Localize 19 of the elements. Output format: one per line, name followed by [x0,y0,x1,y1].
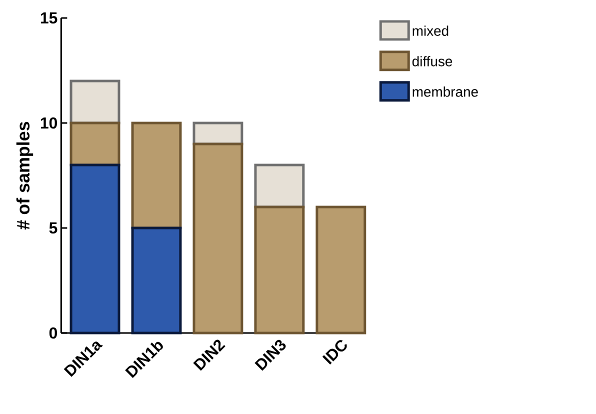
bar [316,206,366,334]
bar [192,122,244,146]
bar [131,226,182,334]
bar [254,164,305,208]
x-tick-label: IDC [322,340,347,365]
legend-label: membrane [412,86,478,97]
bar [70,164,120,334]
legend-label: mixed [412,26,448,36]
y-axis-title: # of samples [16,122,34,230]
y-tick-label: 0 [49,327,58,339]
bar [192,142,244,334]
y-tick-label: 5 [49,222,58,234]
y-tick-label: 10 [40,117,58,129]
bar [70,80,120,124]
bar [254,206,305,334]
bar [70,122,120,166]
y-tick-label: 15 [40,12,58,24]
legend-label: diffuse [412,56,452,66]
bar [131,122,182,230]
